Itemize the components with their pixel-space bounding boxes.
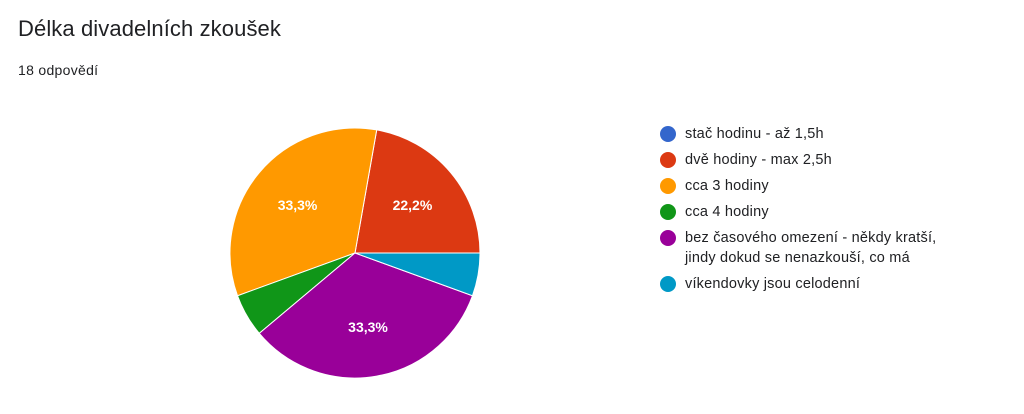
legend-swatch [660, 126, 676, 142]
slice-percent-label: 33,3% [348, 319, 388, 335]
legend-swatch [660, 152, 676, 168]
legend-label: cca 4 hodiny [685, 204, 769, 220]
legend-item[interactable]: bez časového omezení - někdy kratší, jind… [660, 228, 1000, 268]
response-count: 18 odpovědí [18, 62, 99, 78]
legend-item[interactable]: cca 3 hodiny [660, 176, 1000, 196]
legend-label: víkendovky jsou celodenní [685, 276, 861, 292]
legend-label: cca 3 hodiny [685, 178, 769, 194]
pie-chart: 22,2% 33,3% 33,3% [220, 118, 490, 388]
pie-slice-2-5h[interactable] [354, 129, 481, 254]
legend-item[interactable]: cca 4 hodiny [660, 202, 1000, 222]
legend-label: bez časového omezení - někdy kratší, jind… [685, 230, 937, 266]
slice-percent-label: 22,2% [393, 197, 433, 213]
legend-item[interactable]: stač hodinu - až 1,5h [660, 124, 1000, 144]
legend-swatch [660, 204, 676, 220]
chart-title: Délka divadelních zkoušek [18, 16, 281, 41]
legend-item[interactable]: dvě hodiny - max 2,5h [660, 150, 1000, 170]
pie-slice-vikendovky[interactable] [354, 252, 481, 297]
chart-legend: stač hodinu - až 1,5h dvě hodiny - max 2,… [660, 124, 1000, 300]
slice-percent-label: 33,3% [278, 197, 318, 213]
legend-label: stač hodinu - až 1,5h [685, 126, 824, 142]
legend-swatch [660, 178, 676, 194]
legend-swatch [660, 276, 676, 292]
legend-swatch [660, 230, 676, 246]
legend-item[interactable]: víkendovky jsou celodenní [660, 274, 1000, 294]
pie-slice-bez-omezeni[interactable] [258, 252, 474, 379]
legend-label: dvě hodiny - max 2,5h [685, 152, 832, 168]
pie-slice-3h[interactable] [229, 127, 378, 297]
pie-svg: 22,2% 33,3% 33,3% [229, 127, 481, 379]
